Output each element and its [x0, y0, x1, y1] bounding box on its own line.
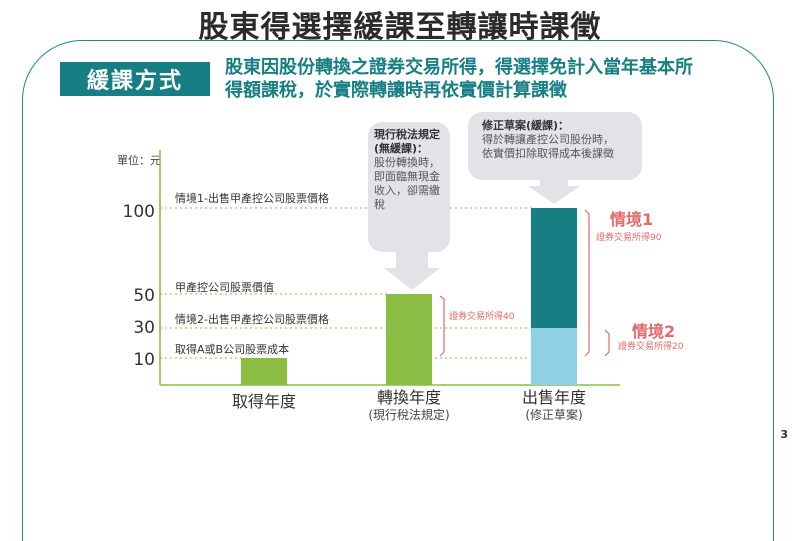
bracket-conversion-gain — [439, 295, 445, 357]
scenario1-title: 情境1 — [610, 210, 654, 229]
arrow-revised-callout — [528, 178, 580, 204]
bar-sale-year-gain — [531, 208, 577, 328]
y-tick-30: 30 — [133, 318, 155, 338]
callout-current-body-line-3: 收入，卻需繳 — [374, 184, 440, 197]
bar-conversion-year — [386, 294, 432, 385]
y-tick-100: 100 — [122, 202, 155, 222]
headline: 股東因股份轉換之證券交易所得，得選擇免計入當年基本所 得額課稅，於實際轉讓時再依… — [225, 56, 765, 102]
content-frame — [22, 40, 774, 541]
chart-svg — [159, 150, 620, 386]
callout-revised-body-line-2: 依實價扣除取得成本後課徵 — [482, 147, 614, 160]
callout-current-body-line-2: 即面臨無現金 — [374, 170, 440, 183]
callout-revised-draft: 修正草案(緩課)： 得於轉讓產控公司股份時， 依實價扣除取得成本後課徵 — [468, 112, 642, 180]
scenario2-title: 情境2 — [632, 322, 676, 341]
x-category-conversion: 轉換年度 — [376, 388, 441, 407]
callout-current-body-line-4: 稅 — [374, 198, 385, 211]
callout-revised-title: 修正草案(緩課)： — [482, 119, 570, 132]
gain-label-conversion: 證券交易所得40 — [449, 312, 515, 322]
y-tick-50: 50 — [133, 286, 155, 306]
callout-current-body-line-1: 股份轉換時， — [374, 156, 440, 169]
x-category-sale: 出售年度 — [521, 388, 586, 407]
callout-current-title-line-2: (無緩課)： — [374, 142, 429, 155]
y-tick-10: 10 — [133, 350, 155, 370]
method-badge: 緩課方式 — [60, 62, 210, 96]
bracket-scenario2 — [604, 329, 610, 357]
headline-line-1: 股東因股份轉換之證券交易所得，得選擇免計入當年基本所 — [225, 57, 693, 78]
callout-revised-body-line-1: 得於轉讓產控公司股份時， — [482, 133, 614, 146]
bar-sale-year-base — [531, 328, 577, 385]
guide-label-acquisition-cost: 取得A或B公司股票成本 — [175, 343, 290, 356]
bracket-scenario1 — [584, 209, 590, 357]
callout-current-title-line-1: 現行稅法規定 — [374, 128, 440, 141]
scenario1-gain: 證券交易所得90 — [596, 233, 662, 243]
scenario2-gain: 證券交易所得20 — [618, 342, 684, 352]
x-category-sale-sub: (修正草案) — [525, 408, 583, 422]
guide-label-holding-value: 甲產控公司股票價值 — [175, 281, 274, 294]
bar-acquisition-year — [241, 358, 287, 385]
page-number: 3 — [780, 428, 788, 441]
x-category-acquisition: 取得年度 — [231, 392, 296, 411]
arrow-current-callout — [384, 250, 440, 290]
headline-line-2: 得額課稅，於實際轉讓時再依實價計算課徵 — [225, 80, 567, 101]
page-title: 股東得選擇緩課至轉讓時課徵 — [198, 10, 602, 45]
unit-label: 單位：元 — [117, 154, 161, 167]
x-category-conversion-sub: (現行稅法規定) — [368, 408, 450, 422]
guide-label-scenario2-price: 情境2-出售甲產控公司股票價格 — [175, 313, 329, 326]
guide-label-scenario1-price: 情境1-出售甲產控公司股票價格 — [175, 192, 329, 205]
callout-current-law: 現行稅法規定 (無緩課)： 股份轉換時， 即面臨無現金 收入，卻需繳 稅 — [368, 122, 450, 252]
